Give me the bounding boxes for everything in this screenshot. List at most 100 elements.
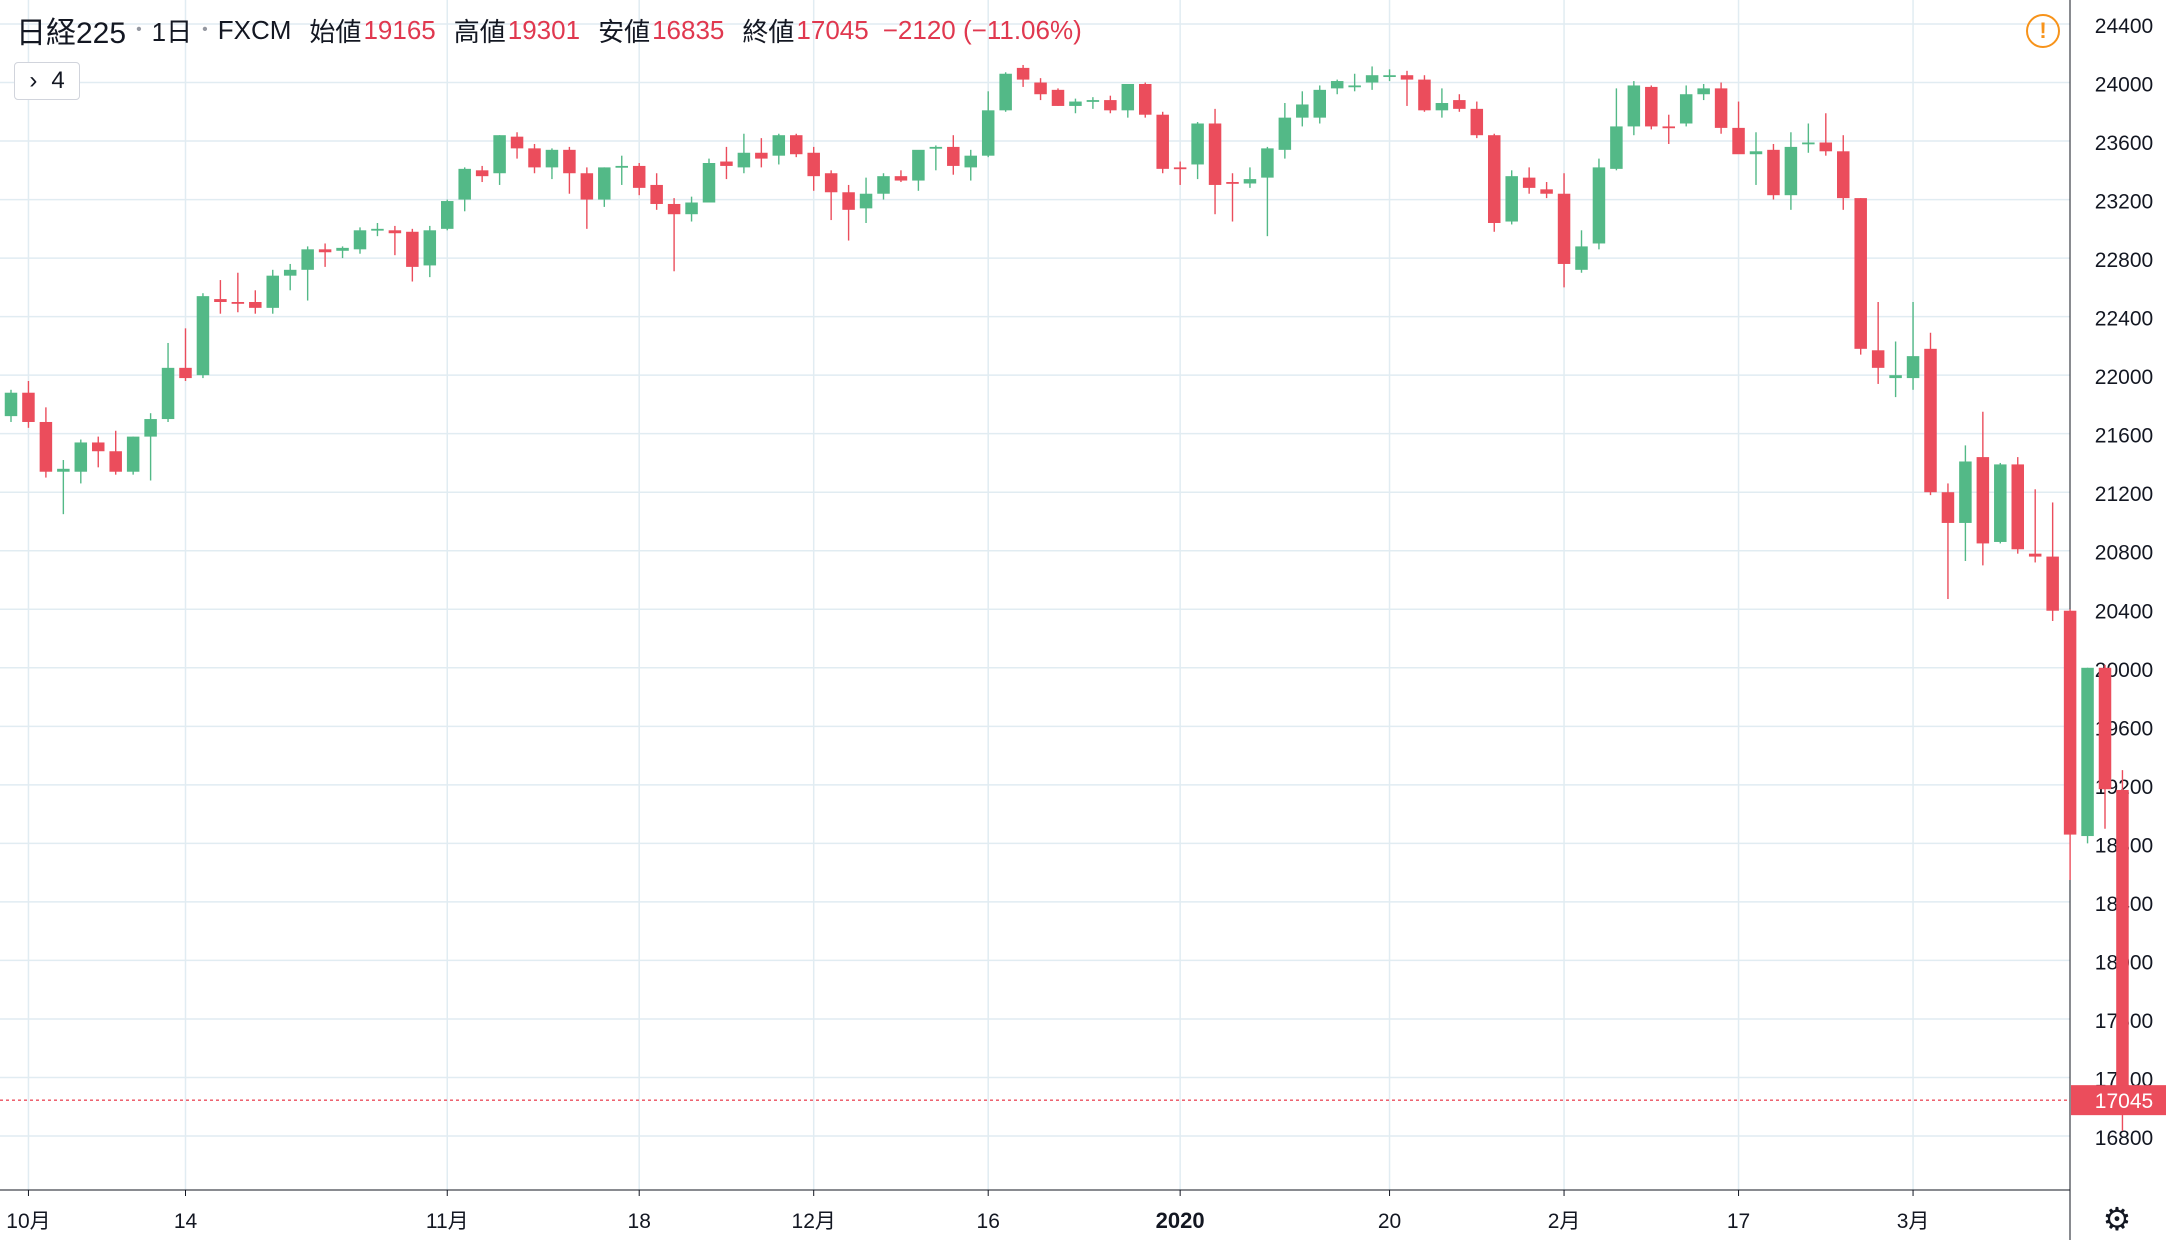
symbol-name[interactable]: 日経225	[16, 17, 127, 50]
candle-down	[650, 184, 663, 204]
candle-down	[2063, 610, 2077, 835]
candle-down	[1104, 100, 1117, 111]
candle-down	[842, 192, 855, 210]
y-tick-label: 21600	[2095, 425, 2153, 448]
y-tick-label: 24000	[2095, 74, 2153, 97]
candle-down	[563, 149, 576, 174]
candle-up	[1330, 81, 1344, 89]
y-tick-label: 23600	[2095, 132, 2153, 155]
candle-down	[388, 230, 402, 234]
candle-up	[353, 230, 367, 250]
candle-down	[580, 173, 594, 200]
x-tick-label: 11月	[426, 1210, 469, 1233]
warning-icon[interactable]: !	[2026, 14, 2060, 48]
candle-down	[755, 152, 768, 159]
candle-down	[2116, 789, 2129, 1101]
candle-up	[301, 249, 314, 270]
candle-down	[790, 135, 803, 155]
candle-up	[283, 269, 297, 276]
x-tick-label: 14	[174, 1210, 198, 1233]
candle-up	[964, 155, 977, 168]
y-tick-label: 16800	[2095, 1127, 2153, 1150]
candle-up	[336, 247, 349, 251]
candle-down	[406, 231, 419, 267]
candle-up	[266, 275, 279, 308]
studies-toggle-button[interactable]: › 4	[14, 62, 80, 100]
candle-down	[1837, 151, 1850, 199]
low-label: 安値	[598, 16, 651, 47]
candle-up	[912, 149, 925, 181]
candle-up	[615, 165, 628, 168]
candle-up	[1278, 117, 1292, 150]
y-tick-label: 21200	[2095, 483, 2153, 506]
candle-down	[2011, 464, 2024, 550]
candle-down	[231, 302, 245, 304]
candle-up	[877, 176, 890, 194]
candle-down	[1540, 189, 1553, 194]
candle-down	[1854, 198, 1867, 349]
candle-down	[179, 367, 192, 379]
candle-down	[1557, 193, 1571, 264]
x-tick-label: 17	[1727, 1210, 1750, 1233]
candle-down	[1470, 108, 1484, 136]
candle-down	[1732, 127, 1745, 155]
candle-down	[1208, 123, 1222, 185]
candle-up	[1435, 103, 1449, 111]
candle-down	[2046, 556, 2059, 611]
candle-up	[1802, 142, 1815, 145]
candles	[4, 64, 2129, 1131]
candle-up	[1121, 83, 1135, 111]
grid-lines	[0, 0, 2070, 1190]
candle-up	[1959, 461, 1972, 523]
candle-up	[999, 73, 1012, 111]
candle-up	[1889, 375, 1902, 379]
y-tick-label: 22400	[2095, 308, 2153, 331]
candle-up	[371, 228, 384, 231]
candle-down	[249, 302, 262, 308]
candle-down	[1173, 167, 1187, 170]
candle-down	[214, 299, 227, 302]
candle-down	[894, 176, 908, 181]
candle-up	[1749, 151, 1763, 155]
x-tick-label: 20	[1378, 1210, 1401, 1233]
candle-up	[161, 367, 175, 420]
x-tick-label: 2月	[1548, 1210, 1581, 1233]
last-price-label: 17045	[2095, 1090, 2153, 1113]
candle-down	[1714, 88, 1728, 128]
candle-up	[1610, 126, 1623, 169]
candle-up	[423, 230, 437, 266]
candle-down	[720, 161, 733, 166]
candle-down	[1767, 149, 1780, 196]
candle-up	[1296, 104, 1309, 118]
candle-down	[1488, 135, 1501, 223]
candle-down	[947, 146, 960, 166]
candle-down	[1016, 67, 1030, 80]
candle-up	[737, 152, 751, 168]
candle-down	[807, 152, 820, 177]
candle-down	[318, 249, 332, 253]
candle-up	[981, 110, 995, 156]
candle-up	[126, 436, 140, 472]
candle-up	[772, 135, 786, 156]
high-value: 19301	[507, 14, 581, 45]
candle-down	[1662, 126, 1675, 129]
interval-label[interactable]: 1日	[151, 16, 193, 47]
open-label: 始値	[309, 16, 362, 47]
y-tick-label: 24400	[2095, 15, 2153, 38]
candle-up	[1906, 356, 1920, 379]
x-tick-label: 18	[628, 1210, 651, 1233]
candle-up	[1592, 167, 1606, 244]
candle-up	[1348, 85, 1361, 88]
change-value: −2120 (−11.06%)	[882, 14, 1082, 45]
candle-up	[1784, 146, 1798, 196]
exchange-label: FXCM	[217, 14, 292, 45]
candle-up	[1575, 246, 1588, 270]
candle-down	[1453, 100, 1466, 109]
gear-icon[interactable]: ⚙	[2102, 1201, 2132, 1237]
y-tick-label: 23200	[2095, 191, 2153, 214]
candle-up	[1365, 75, 1379, 83]
candle-up	[859, 193, 873, 209]
candle-up	[1679, 94, 1693, 124]
x-tick-label: 2020	[1156, 1208, 1205, 1233]
